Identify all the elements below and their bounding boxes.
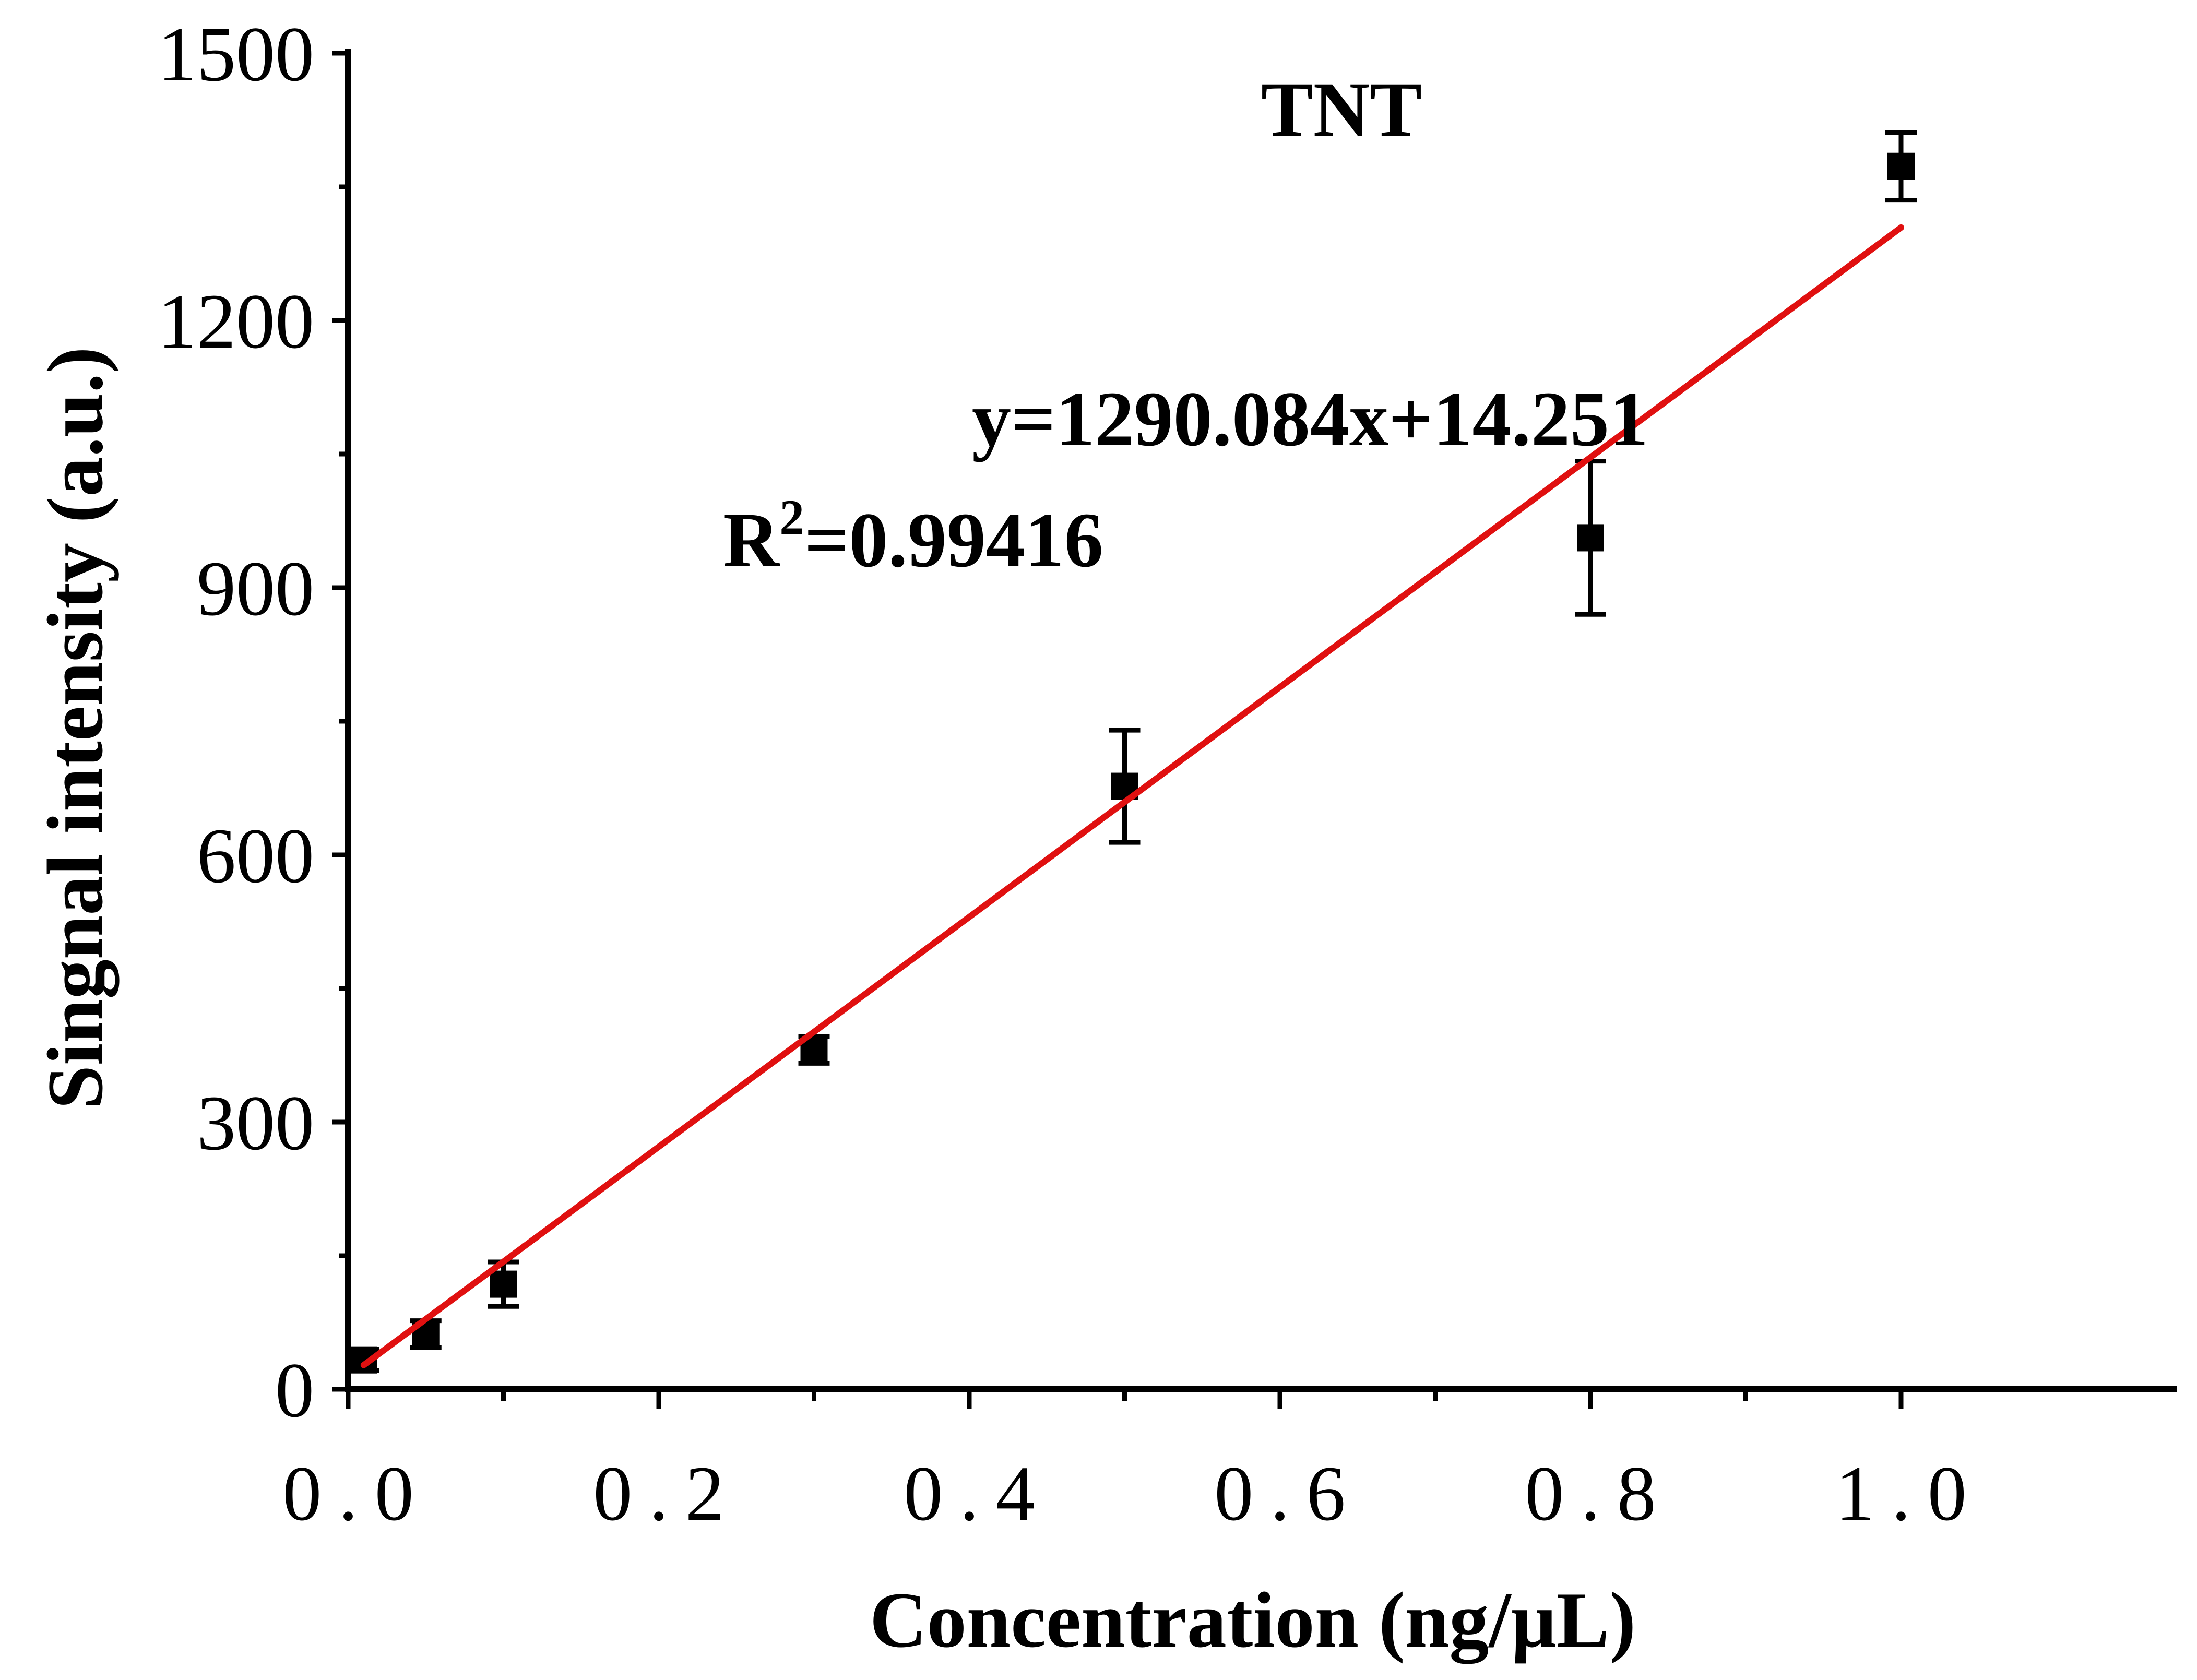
y-tick-label: 600 [197, 813, 314, 899]
r-squared-prefix: R [723, 497, 780, 583]
fit-line [360, 224, 1904, 1368]
x-tick-label: 0.8 [1525, 1450, 1673, 1537]
y-axis-title: Singnal intensity (a.u.) [31, 347, 120, 1109]
x-tick-label: 0.0 [282, 1450, 431, 1537]
r-squared-value: =0.99416 [804, 497, 1103, 583]
r-squared: R2=0.99416 [723, 490, 1103, 583]
fit-equation: y=1290.084x+14.251 [972, 376, 1648, 462]
chart-title: TNT [1261, 66, 1422, 153]
x-axis-title: Concentration (ng/µL) [870, 1576, 1636, 1664]
y-tick-label: 1200 [158, 278, 314, 365]
error-bars [348, 130, 1917, 1373]
x-tick-label: 0.2 [593, 1450, 741, 1537]
data-point [490, 1270, 517, 1298]
y-tick-label: 900 [197, 545, 314, 632]
x-axis-ticks: 0.0 0.2 0.4 0.6 0.8 1.0 [282, 1389, 1984, 1537]
data-point [1887, 152, 1915, 180]
x-tick-label: 0.4 [904, 1450, 1052, 1537]
x-tick-label: 1.0 [1835, 1450, 1984, 1537]
y-axis-ticks: 0 300 600 900 1200 1500 [158, 11, 348, 1434]
y-tick-label: 1500 [158, 11, 314, 98]
x-tick-label: 0.6 [1214, 1450, 1362, 1537]
y-tick-label: 300 [197, 1080, 314, 1166]
y-tick-label: 0 [275, 1347, 314, 1434]
data-points [350, 152, 1915, 1374]
data-point [1577, 524, 1604, 552]
r-squared-superscript: 2 [779, 490, 804, 545]
